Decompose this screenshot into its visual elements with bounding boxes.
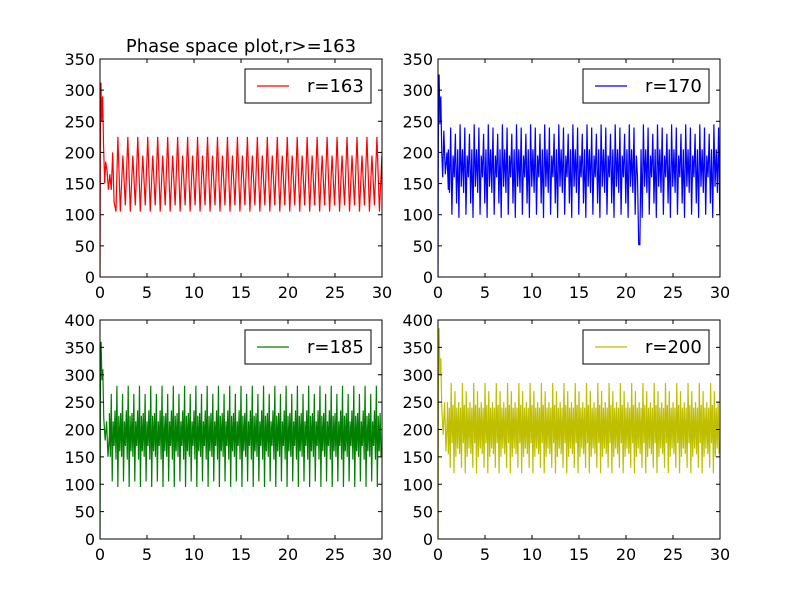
- x-tick-label: 15: [569, 283, 589, 302]
- x-tick-label: 5: [142, 545, 152, 564]
- series-line-r=185: [100, 341, 382, 539]
- x-tick-label: 5: [480, 283, 490, 302]
- y-tick-label: 100: [64, 206, 95, 225]
- legend-label: r=185: [307, 337, 364, 358]
- y-tick-label: 150: [64, 175, 95, 194]
- y-tick-label: 350: [402, 50, 433, 69]
- x-tick-label: 0: [95, 283, 105, 302]
- y-tick-label: 300: [402, 81, 433, 100]
- y-tick-label: 150: [64, 448, 95, 467]
- legend-box: [244, 329, 372, 365]
- series-line-r=170: [438, 74, 720, 277]
- y-tick-label: 400: [64, 311, 95, 330]
- legend-label: r=200: [645, 337, 702, 358]
- y-tick-label: 250: [64, 393, 95, 412]
- y-tick-label: 200: [402, 143, 433, 162]
- y-tick-label: 100: [402, 475, 433, 494]
- y-tick-label: 50: [413, 503, 433, 522]
- series-line-r=200: [438, 328, 720, 539]
- y-tick-label: 200: [402, 421, 433, 440]
- legend-label: r=163: [307, 76, 364, 97]
- y-tick-label: 0: [423, 268, 433, 287]
- x-tick-label: 25: [325, 545, 345, 564]
- x-tick-label: 15: [569, 545, 589, 564]
- series-line-r=163: [100, 82, 382, 277]
- x-tick-label: 10: [184, 545, 204, 564]
- y-tick-label: 150: [402, 175, 433, 194]
- x-tick-label: 30: [372, 283, 392, 302]
- y-tick-label: 0: [85, 530, 95, 549]
- x-tick-label: 5: [480, 545, 490, 564]
- y-tick-label: 200: [64, 421, 95, 440]
- x-tick-label: 10: [522, 545, 542, 564]
- subplot-3: 0 5 10 15 20 25 30050100150200250300350400r=18…: [64, 311, 392, 564]
- x-tick-label: 0: [95, 545, 105, 564]
- y-tick-label: 300: [64, 81, 95, 100]
- y-tick-label: 50: [413, 237, 433, 256]
- y-tick-label: 400: [402, 311, 433, 330]
- x-tick-label: 15: [231, 283, 251, 302]
- x-tick-label: 20: [616, 283, 636, 302]
- x-tick-label: 25: [325, 283, 345, 302]
- x-tick-label: 25: [663, 545, 683, 564]
- y-tick-label: 250: [402, 112, 433, 131]
- y-tick-label: 350: [64, 338, 95, 357]
- y-tick-label: 100: [64, 475, 95, 494]
- y-tick-label: 150: [402, 448, 433, 467]
- x-tick-label: 10: [184, 283, 204, 302]
- y-tick-label: 100: [402, 206, 433, 225]
- x-tick-label: 0: [433, 545, 443, 564]
- y-tick-label: 250: [64, 112, 95, 131]
- x-tick-label: 30: [372, 545, 392, 564]
- y-tick-label: 350: [64, 50, 95, 69]
- y-tick-label: 200: [64, 143, 95, 162]
- y-tick-label: 0: [423, 530, 433, 549]
- y-tick-label: 300: [64, 366, 95, 385]
- chart-title: Phase space plot,r>=163: [126, 36, 356, 57]
- subplot-4: 0 5 10 15 20 25 30050100150200250300350400r=20…: [402, 311, 730, 564]
- x-tick-label: 15: [231, 545, 251, 564]
- x-tick-label: 10: [522, 283, 542, 302]
- x-tick-label: 30: [710, 545, 730, 564]
- x-tick-label: 5: [142, 283, 152, 302]
- y-tick-label: 250: [402, 393, 433, 412]
- x-tick-label: 20: [278, 283, 298, 302]
- y-tick-label: 350: [402, 338, 433, 357]
- y-tick-label: 0: [85, 268, 95, 287]
- y-tick-label: 50: [75, 503, 95, 522]
- x-tick-label: 20: [616, 545, 636, 564]
- legend-label: r=170: [645, 76, 702, 97]
- x-tick-label: 30: [710, 283, 730, 302]
- x-tick-label: 25: [663, 283, 683, 302]
- x-tick-label: 0: [433, 283, 443, 302]
- y-tick-label: 300: [402, 366, 433, 385]
- y-tick-label: 50: [75, 237, 95, 256]
- x-tick-label: 20: [278, 545, 298, 564]
